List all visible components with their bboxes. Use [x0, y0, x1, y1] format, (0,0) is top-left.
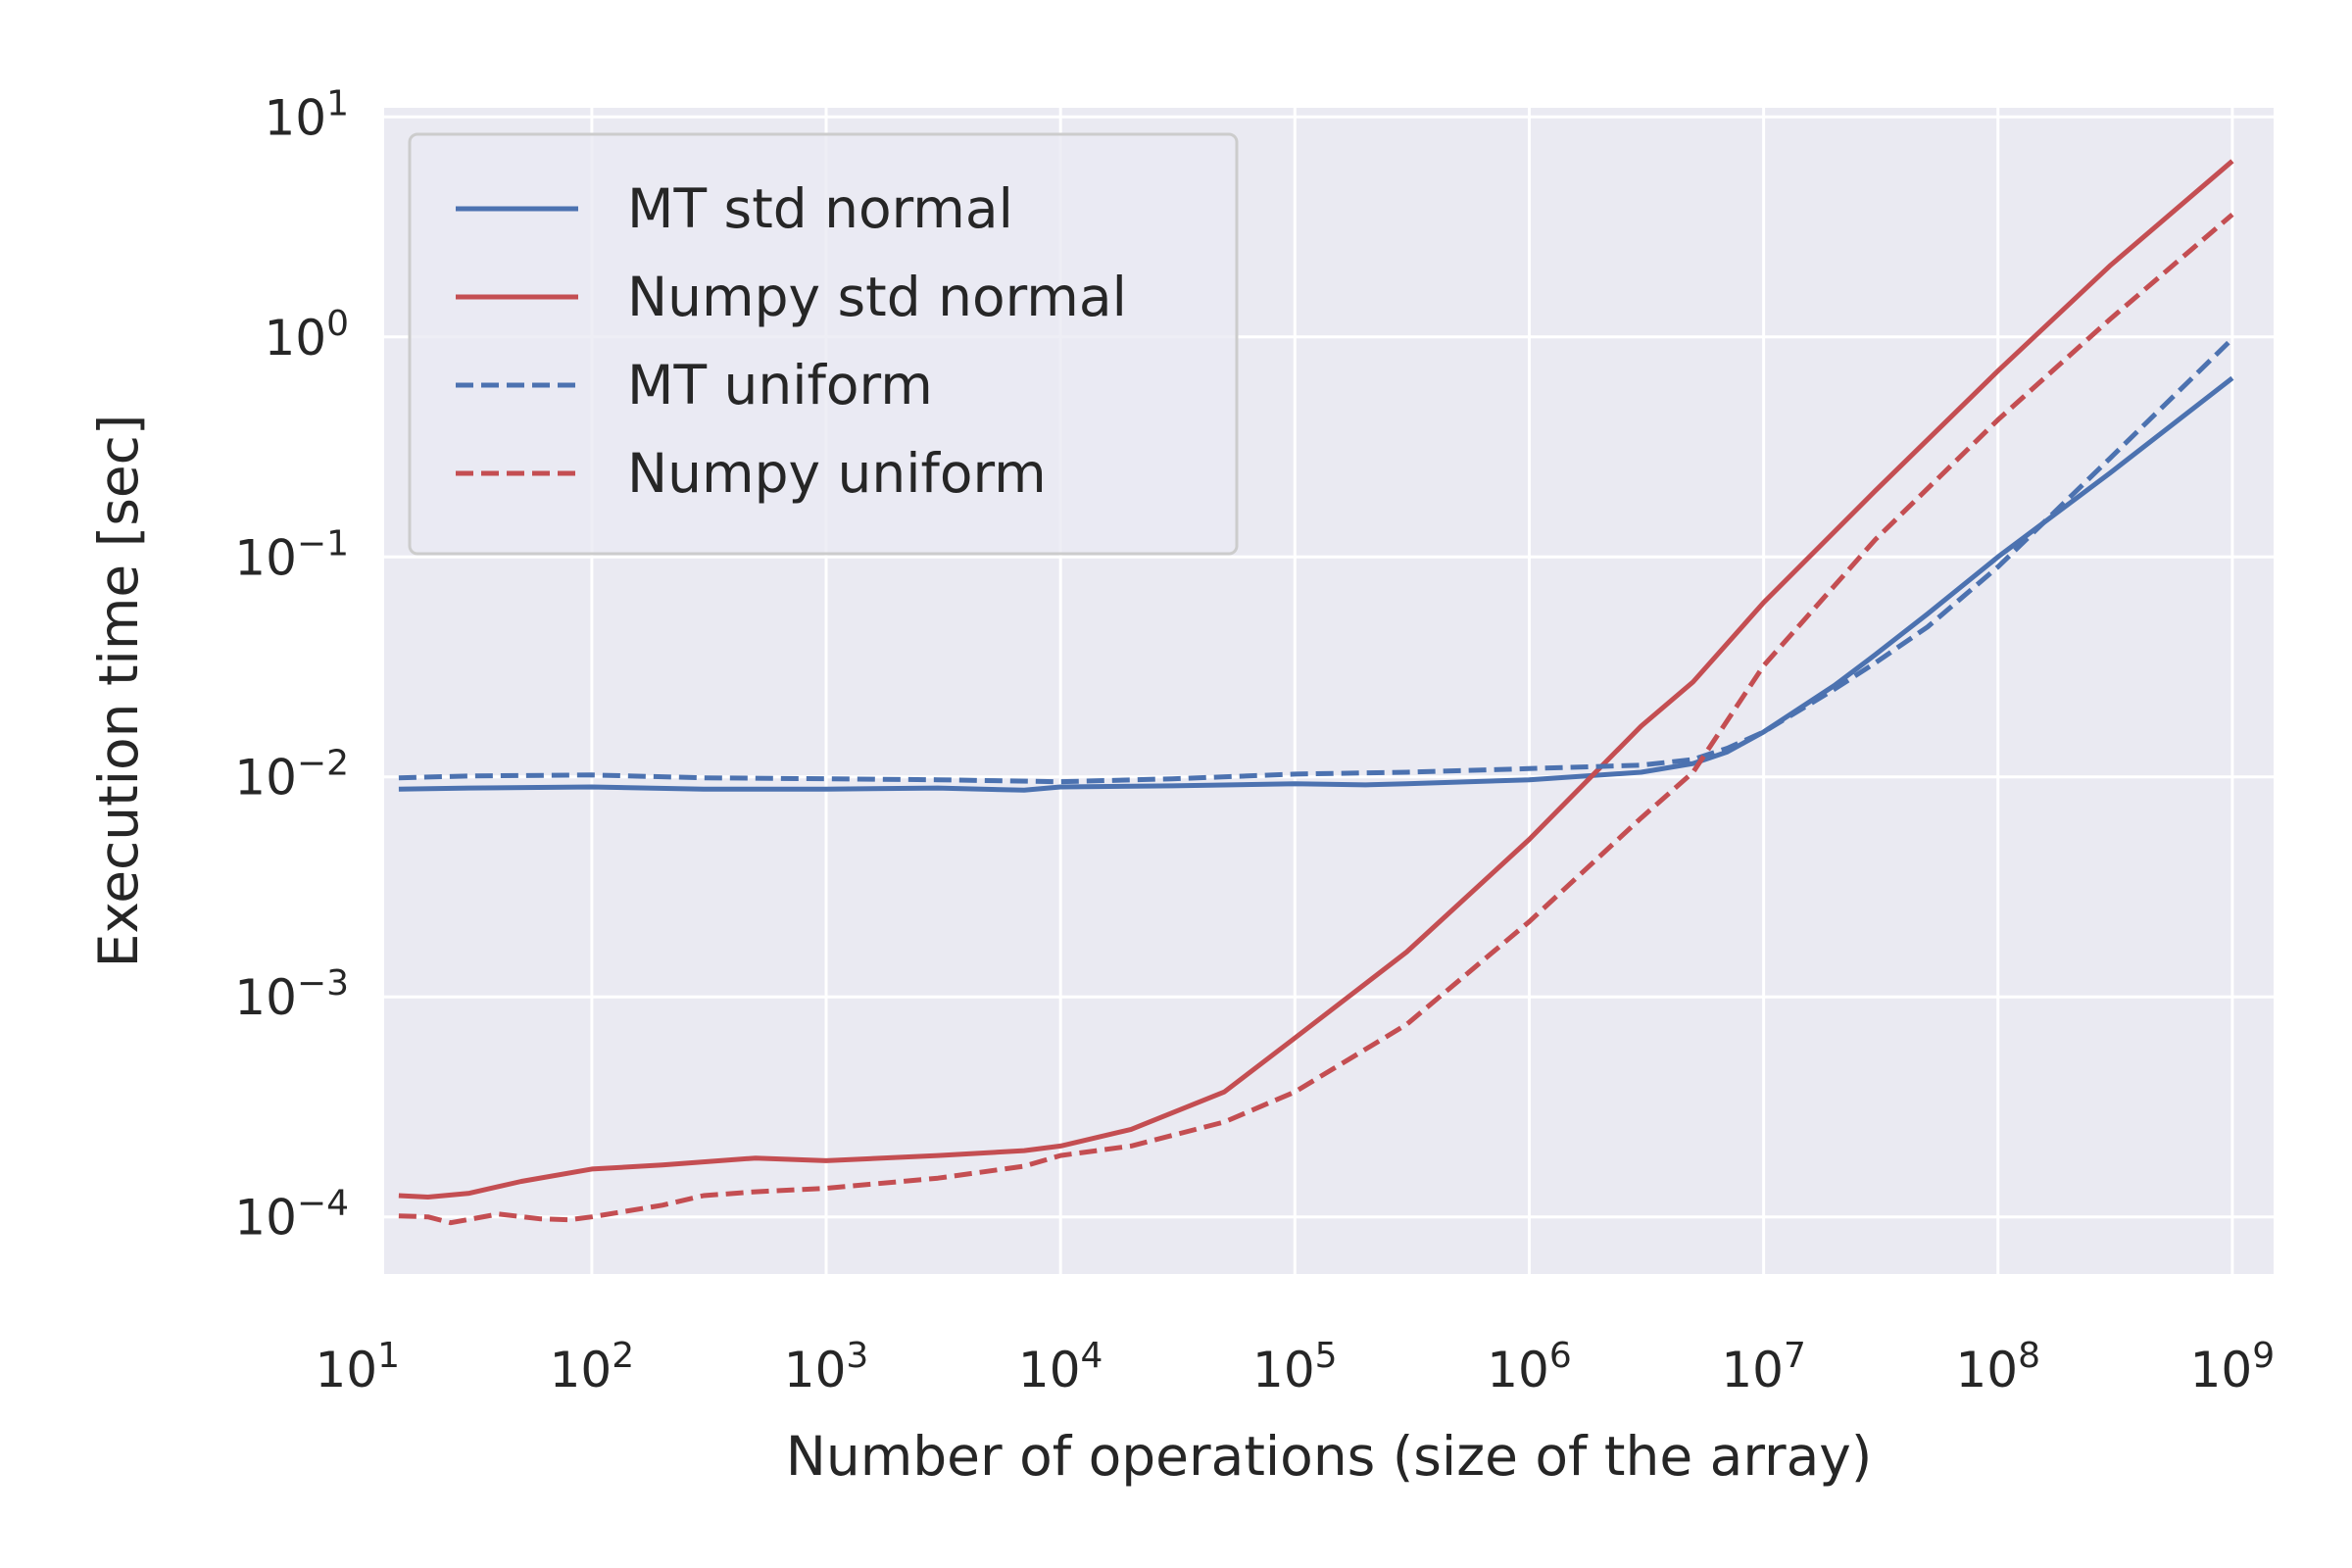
x-axis-label: Number of operations (size of the array) [786, 1425, 1873, 1488]
series-line-mt-uniform [398, 336, 2234, 785]
legend-label: Numpy uniform [627, 442, 1047, 505]
series-line-numpy-std-normal [398, 159, 2234, 1200]
x-tick-label: 106 [1487, 1336, 1572, 1398]
y-axis-label: Execution time [sec] [87, 415, 150, 968]
y-tick-label: 100 [264, 304, 349, 367]
legend-label: Numpy std normal [627, 266, 1127, 328]
y-tick-label: 10−2 [234, 744, 349, 807]
y-tick-label: 10−4 [234, 1184, 349, 1247]
y-tick-label: 101 [264, 83, 349, 146]
legend-frame [408, 132, 1239, 556]
x-tick-label: 107 [1721, 1336, 1806, 1398]
legend: MT std normal Numpy std normal MT uniform N… [408, 132, 1239, 556]
series-line-mt-std-normal [398, 375, 2234, 793]
series-line-numpy-uniform [398, 213, 2234, 1226]
x-tick-label: 109 [2190, 1336, 2276, 1398]
x-tick-label: 108 [1955, 1336, 2040, 1398]
x-tick-label: 103 [784, 1336, 869, 1398]
x-tick-label: 105 [1252, 1336, 1338, 1398]
x-tick-label: 101 [315, 1336, 400, 1398]
legend-label: MT std normal [627, 177, 1013, 240]
legend-label: MT uniform [627, 354, 933, 416]
series-layer [398, 159, 2234, 1226]
y-tick-label: 10−3 [234, 963, 349, 1026]
x-tick-label: 102 [550, 1336, 635, 1398]
y-tick-label: 10−1 [234, 523, 349, 586]
x-tick-labels: 101 102 103 104 105 106 107 108 109 [315, 1336, 2275, 1398]
y-tick-labels: 10−4 10−3 10−2 10−1 100 101 [234, 83, 349, 1246]
x-tick-label: 104 [1018, 1336, 1103, 1398]
